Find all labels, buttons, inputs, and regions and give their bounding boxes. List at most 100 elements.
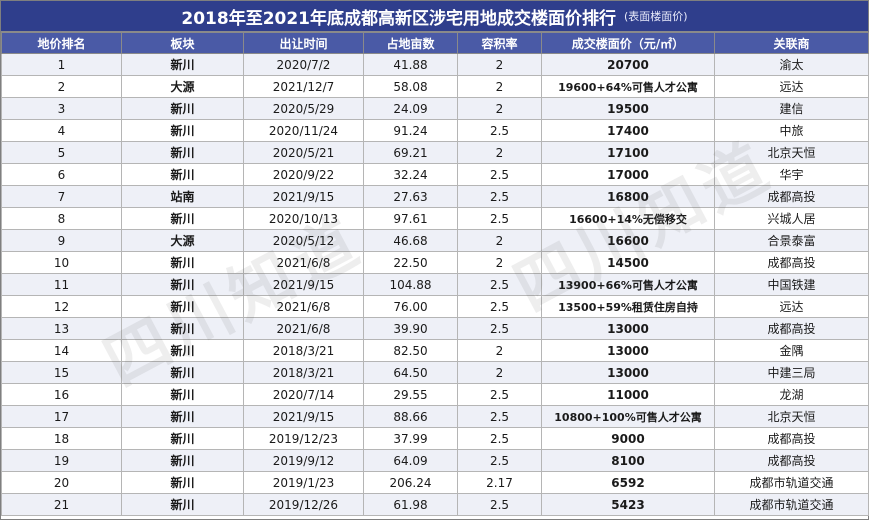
- table-row: 3 新川 2020/5/29 24.09 2 19500 建信: [1, 97, 869, 120]
- col-header-far: 容积率: [457, 32, 542, 54]
- cell-acres: 37.99: [363, 427, 458, 450]
- cell-rank: 15: [1, 361, 122, 384]
- col-header-area: 板块: [121, 32, 244, 54]
- cell-price: 17000: [541, 163, 715, 186]
- sheet-title-note: (表面楼面价): [624, 10, 688, 23]
- cell-far: 2: [457, 97, 542, 120]
- cell-party: 中建三局: [714, 361, 869, 384]
- table-row: 11 新川 2021/9/15 104.88 2.5 13900+66%可售人才公寓 中国铁…: [1, 273, 869, 296]
- cell-price: 17400: [541, 119, 715, 142]
- cell-area: 新川: [121, 405, 244, 428]
- cell-area: 新川: [121, 471, 244, 494]
- table-row: 16 新川 2020/7/14 29.55 2.5 11000 龙湖: [1, 383, 869, 406]
- table-row: 10 新川 2021/6/8 22.50 2 14500 成都高投: [1, 251, 869, 274]
- table-row: 8 新川 2020/10/13 97.61 2.5 16600+14%无偿移交 兴城人居: [1, 207, 869, 230]
- cell-acres: 64.09: [363, 449, 458, 472]
- cell-date: 2020/5/21: [243, 141, 364, 164]
- cell-price: 13000: [541, 339, 715, 362]
- cell-area: 新川: [121, 163, 244, 186]
- cell-acres: 29.55: [363, 383, 458, 406]
- cell-acres: 22.50: [363, 251, 458, 274]
- cell-acres: 104.88: [363, 273, 458, 296]
- table-row: 18 新川 2019/12/23 37.99 2.5 9000 成都高投: [1, 427, 869, 450]
- col-header-rank: 地价排名: [1, 32, 122, 54]
- cell-area: 新川: [121, 427, 244, 450]
- col-header-acres: 占地亩数: [363, 32, 458, 54]
- cell-rank: 5: [1, 141, 122, 164]
- sheet-title: 2018年至2021年底成都高新区涉宅用地成交楼面价排行: [181, 8, 617, 29]
- table-row: 4 新川 2020/11/24 91.24 2.5 17400 中旅: [1, 119, 869, 142]
- cell-rank: 2: [1, 75, 122, 98]
- cell-party: 合景泰富: [714, 229, 869, 252]
- cell-date: 2020/5/29: [243, 97, 364, 120]
- cell-rank: 13: [1, 317, 122, 340]
- table-row: 15 新川 2018/3/21 64.50 2 13000 中建三局: [1, 361, 869, 384]
- cell-acres: 32.24: [363, 163, 458, 186]
- cell-rank: 9: [1, 229, 122, 252]
- cell-price: 19600+64%可售人才公寓: [541, 75, 715, 98]
- cell-far: 2: [457, 75, 542, 98]
- cell-date: 2021/9/15: [243, 273, 364, 296]
- cell-acres: 88.66: [363, 405, 458, 428]
- cell-far: 2.5: [457, 449, 542, 472]
- cell-area: 新川: [121, 295, 244, 318]
- cell-party: 成都高投: [714, 449, 869, 472]
- cell-far: 2: [457, 339, 542, 362]
- cell-price: 11000: [541, 383, 715, 406]
- cell-price: 16600: [541, 229, 715, 252]
- cell-party: 成都市轨道交通: [714, 471, 869, 494]
- cell-price: 13000: [541, 361, 715, 384]
- cell-date: 2021/6/8: [243, 295, 364, 318]
- cell-price: 9000: [541, 427, 715, 450]
- cell-rank: 19: [1, 449, 122, 472]
- table-row: 21 新川 2019/12/26 61.98 2.5 5423 成都市轨道交通: [1, 493, 869, 516]
- cell-far: 2: [457, 229, 542, 252]
- col-header-price: 成交楼面价（元/㎡）: [541, 32, 715, 54]
- cell-rank: 6: [1, 163, 122, 186]
- table-row: 6 新川 2020/9/22 32.24 2.5 17000 华宇: [1, 163, 869, 186]
- cell-date: 2020/10/13: [243, 207, 364, 230]
- cell-far: 2: [457, 141, 542, 164]
- cell-area: 新川: [121, 119, 244, 142]
- cell-party: 金隅: [714, 339, 869, 362]
- cell-acres: 97.61: [363, 207, 458, 230]
- cell-rank: 14: [1, 339, 122, 362]
- cell-acres: 82.50: [363, 339, 458, 362]
- cell-acres: 39.90: [363, 317, 458, 340]
- cell-far: 2: [457, 251, 542, 274]
- cell-party: 成都高投: [714, 427, 869, 450]
- cell-price: 14500: [541, 251, 715, 274]
- cell-area: 新川: [121, 53, 244, 76]
- cell-price: 13000: [541, 317, 715, 340]
- cell-rank: 18: [1, 427, 122, 450]
- cell-date: 2021/9/15: [243, 185, 364, 208]
- table-row: 1 新川 2020/7/2 41.88 2 20700 渝太: [1, 53, 869, 76]
- cell-area: 新川: [121, 383, 244, 406]
- cell-date: 2020/11/24: [243, 119, 364, 142]
- cell-rank: 4: [1, 119, 122, 142]
- cell-date: 2020/7/14: [243, 383, 364, 406]
- cell-date: 2019/9/12: [243, 449, 364, 472]
- cell-date: 2019/12/23: [243, 427, 364, 450]
- table-row: 13 新川 2021/6/8 39.90 2.5 13000 成都高投: [1, 317, 869, 340]
- cell-date: 2018/3/21: [243, 361, 364, 384]
- cell-rank: 7: [1, 185, 122, 208]
- cell-rank: 8: [1, 207, 122, 230]
- cell-date: 2021/6/8: [243, 251, 364, 274]
- cell-area: 大源: [121, 75, 244, 98]
- cell-acres: 58.08: [363, 75, 458, 98]
- table-row: 2 大源 2021/12/7 58.08 2 19600+64%可售人才公寓 远达: [1, 75, 869, 98]
- cell-rank: 16: [1, 383, 122, 406]
- cell-area: 新川: [121, 251, 244, 274]
- cell-area: 大源: [121, 229, 244, 252]
- ranking-table: 地价排名 板块 出让时间 占地亩数 容积率 成交楼面价（元/㎡） 关联商 1 新川…: [1, 32, 869, 516]
- table-row: 14 新川 2018/3/21 82.50 2 13000 金隅: [1, 339, 869, 362]
- cell-party: 渝太: [714, 53, 869, 76]
- cell-date: 2020/5/12: [243, 229, 364, 252]
- cell-price: 8100: [541, 449, 715, 472]
- cell-date: 2020/9/22: [243, 163, 364, 186]
- cell-price: 13900+66%可售人才公寓: [541, 273, 715, 296]
- cell-acres: 61.98: [363, 493, 458, 516]
- cell-date: 2019/12/26: [243, 493, 364, 516]
